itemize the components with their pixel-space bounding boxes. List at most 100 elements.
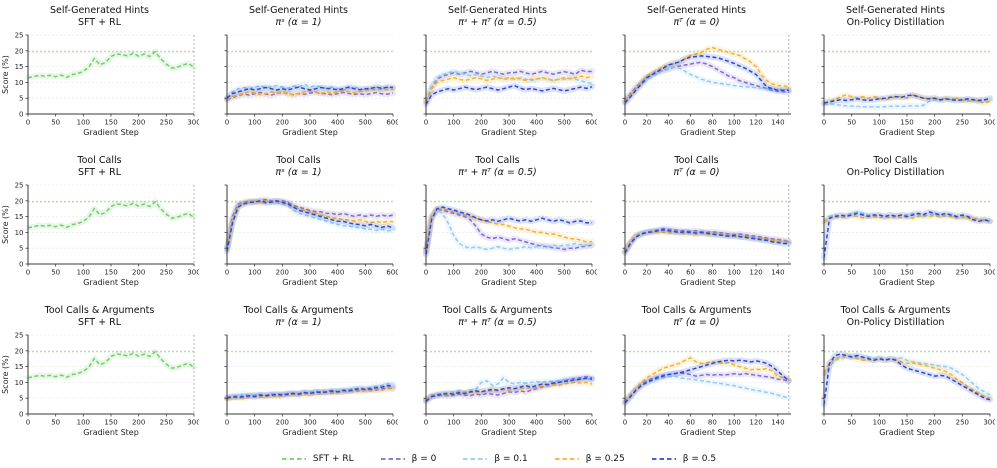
x-tick-label: 140 [771,119,784,127]
chart-plot-area: 0 100 200 300 400 500 600 Gradient Step [199,31,400,150]
series-line [624,65,789,102]
chart-title: Tool Calls & Arguments [840,305,951,316]
chart-title: Tool Calls [77,155,122,166]
x-axis-label: Gradient Step [481,278,537,287]
chart-plot-area: 0 50 100 150 200 250 300 0 5 10 15 20 25 Gradient Ste… [0,331,201,450]
y-tick-label: 15 [15,213,24,221]
chart-title: Self-Generated Hints [447,5,547,16]
x-tick-label: 500 [359,269,372,277]
chart-title: Self-Generated Hints [248,5,348,16]
x-tick-label: 500 [558,269,571,277]
x-tick-label: 0 [26,269,30,277]
x-tick-label: 0 [26,119,30,127]
x-tick-label: 100 [447,419,460,427]
x-tick-label: 200 [276,419,289,427]
chart-cell: Tool Calls On-Policy Distillation 0 50 100… [796,150,997,300]
legend-line-swatch [281,458,306,460]
series-line [425,75,593,102]
chart-plot-area: 0 50 100 150 200 250 300 0 5 10 15 20 25 Gradient Ste… [0,31,201,150]
series-line [226,200,394,249]
x-axis-label: Gradient Step [83,128,139,137]
x-tick-label: 300 [983,119,995,127]
chart-plot-area: 0 100 200 300 400 500 600 Gradient Step [199,181,400,300]
x-tick-label: 250 [160,269,173,277]
chart-plot: 0 20 40 60 80 100 120 140 Gradient Step [622,334,792,437]
x-tick-label: 100 [728,419,741,427]
y-tick-label: 25 [15,32,24,40]
x-tick-label: 150 [104,269,117,277]
chart-plot: 0 100 200 300 400 500 600 Gradient Step [224,184,400,287]
x-tick-label: 600 [585,269,597,277]
confidence-band [25,348,197,381]
chart-plot-area: 0 100 200 300 400 500 600 Gradient Step [398,31,599,150]
x-tick-label: 300 [983,269,995,277]
series-line [226,383,394,399]
x-tick-label: 20 [642,419,651,427]
chart-plot-area: 0 100 200 300 400 500 600 Gradient Step [398,181,599,300]
x-tick-label: 200 [475,269,488,277]
x-tick-label: 400 [331,119,344,127]
legend-item: β = 0.25 [554,454,625,464]
chart-subtitle: On-Policy Distillation [846,16,945,28]
x-tick-label: 250 [956,269,969,277]
x-axis-label: Gradient Step [83,278,139,287]
x-tick-label: 400 [530,419,543,427]
x-tick-label: 50 [847,269,856,277]
x-axis-label: Gradient Step [879,128,935,137]
series-line [624,375,789,404]
x-tick-label: 80 [708,419,717,427]
chart-title: Tool Calls & Arguments [44,305,155,316]
y-tick-label: 5 [19,245,23,253]
chart-cell: Tool Calls πᵀ (α = 0) 0 20 40 60 80 100 120 140… [597,150,796,300]
series-line [823,211,991,222]
x-tick-label: 40 [664,269,673,277]
series-line [624,357,790,402]
chart-subtitle: πᵀ (α = 0) [673,16,720,28]
series-line [624,46,790,101]
chart-title: Tool Calls [276,155,321,166]
x-tick-label: 300 [502,419,515,427]
x-tick-label: 150 [900,119,913,127]
y-tick-label: 10 [15,379,24,387]
x-tick-label: 40 [664,119,673,127]
chart-title-block: Tool Calls SFT + RL [0,150,199,181]
x-tick-label: 200 [475,119,488,127]
chart-title-block: Tool Calls & Arguments On-Policy Distill… [796,300,995,331]
x-tick-label: 300 [502,119,515,127]
x-tick-label: 600 [386,269,398,277]
x-tick-label: 200 [276,269,289,277]
x-tick-label: 50 [847,419,856,427]
x-tick-label: 0 [26,419,30,427]
x-axis-label: Gradient Step [282,428,338,437]
series-line [425,209,592,252]
x-tick-label: 20 [642,119,651,127]
legend-item: β = 0.1 [462,454,528,464]
chart-title-block: Self-Generated Hints πˢ + πᵀ (α = 0.5) [398,0,597,31]
y-tick-label: 5 [19,395,23,403]
series-line [823,354,991,396]
series-line [27,50,195,79]
series-line [425,208,593,252]
x-tick-label: 20 [642,269,651,277]
chart-title: Tool Calls & Arguments [243,305,354,316]
x-tick-label: 100 [728,119,741,127]
series-line [425,69,593,102]
x-axis-label: Gradient Step [879,278,935,287]
chart-subtitle: πˢ (α = 1) [275,316,322,328]
series-line [823,94,991,104]
x-tick-label: 100 [447,269,460,277]
chart-subtitle: On-Policy Distillation [846,166,945,178]
chart-plot: 0 100 200 300 400 500 600 Gradient Step [224,334,400,437]
x-tick-label: 100 [248,269,261,277]
chart-title: Tool Calls [475,155,520,166]
chart-title: Tool Calls & Arguments [641,305,752,316]
x-tick-label: 250 [956,119,969,127]
chart-plot-area: 0 50 100 150 200 250 300 Gradient Step [796,31,997,150]
chart-cell: Self-Generated Hints πᵀ (α = 0) 0 20 40 60 8… [597,0,796,150]
series-line [624,359,790,404]
x-tick-label: 500 [558,419,571,427]
confidence-band [25,48,197,81]
series-line [425,377,593,402]
confidence-band [423,82,595,108]
y-tick-label: 5 [19,95,23,103]
